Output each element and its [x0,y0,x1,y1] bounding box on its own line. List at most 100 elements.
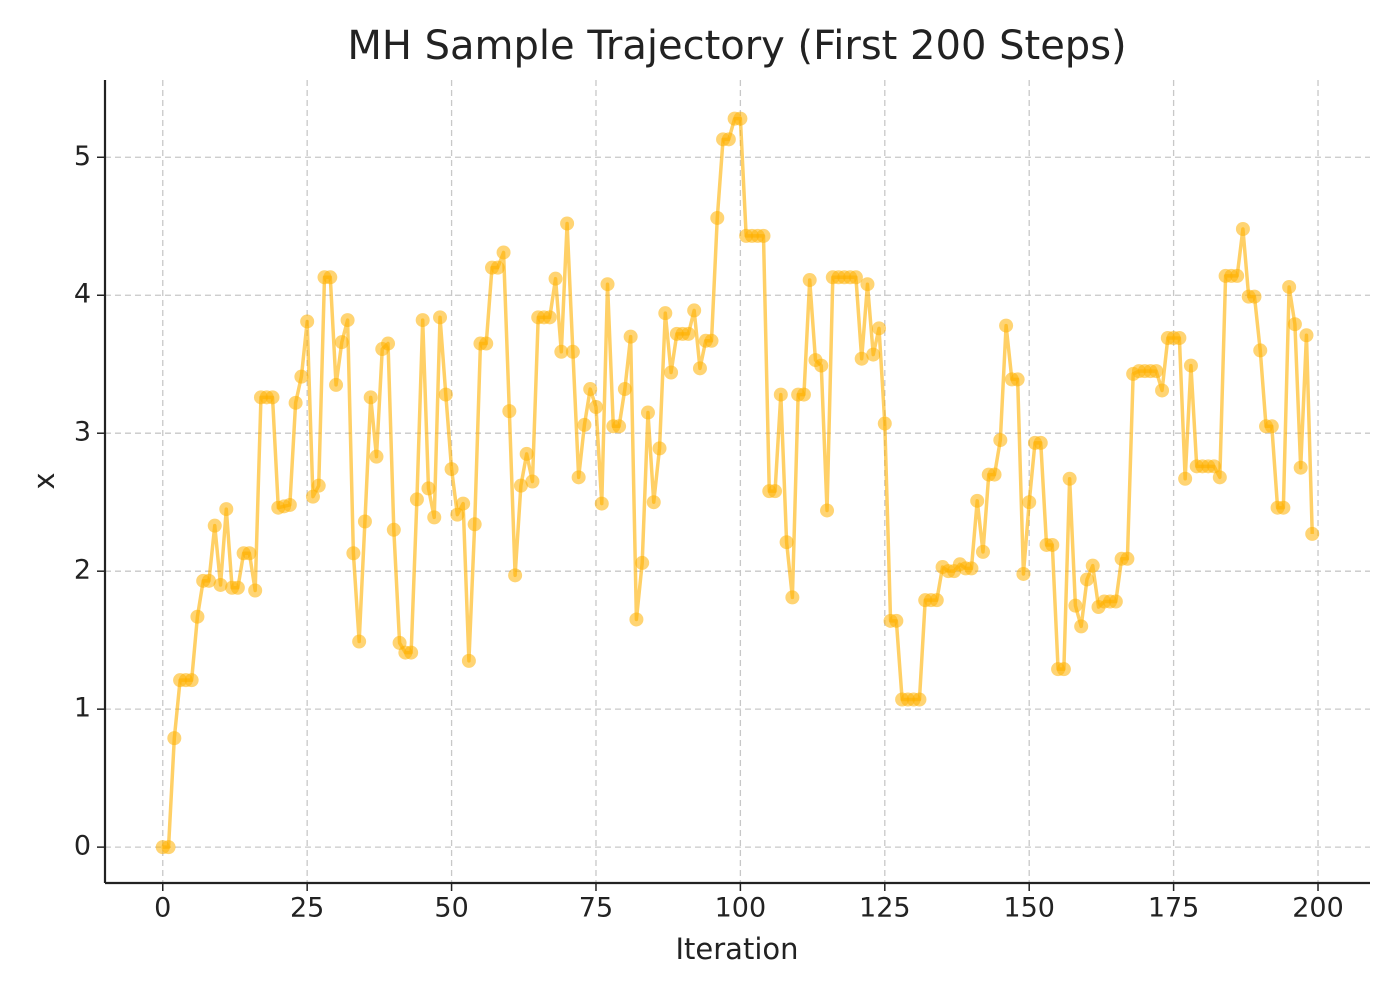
data-point [334,335,349,350]
data-point [294,369,309,384]
data-point [970,493,985,508]
data-point [461,653,476,668]
data-point [814,358,829,373]
y-tick-label: 3 [74,417,91,448]
data-point [340,313,355,328]
data-point [386,522,401,537]
data-point [490,260,505,275]
data-point [1033,435,1048,450]
data-point [658,306,673,321]
data-point [796,387,811,402]
data-point [629,612,644,627]
data-point [513,478,528,493]
data-point [1010,372,1025,387]
data-point [1022,495,1037,510]
data-point [1276,500,1291,515]
data-point [421,481,436,496]
data-point [1230,268,1245,283]
y-tick-label: 0 [74,831,91,862]
x-tick-label: 200 [1292,893,1344,924]
data-point [1172,331,1187,346]
data-point [161,840,176,855]
data-point [502,404,517,419]
data-point [704,333,719,348]
data-point [987,467,1002,482]
data-point [427,510,442,525]
data-point [282,497,297,512]
x-tick-label: 75 [579,893,613,924]
data-point [560,216,575,231]
data-point [1264,419,1279,434]
data-point [207,518,222,533]
data-point [889,613,904,628]
data-point [583,382,598,397]
chart-title: MH Sample Trajectory (First 200 Steps) [347,23,1126,69]
data-point [1305,526,1320,541]
data-point [929,593,944,608]
data-point [248,583,263,598]
data-point [1079,572,1094,587]
x-axis-label: Iteration [675,932,798,966]
data-point [877,416,892,431]
data-point [1045,537,1060,552]
data-point [1287,317,1302,332]
data-point [323,270,338,285]
data-point [1212,470,1227,485]
x-tick-label: 100 [715,893,767,924]
data-point [692,361,707,376]
data-point [1282,279,1297,294]
data-point [681,326,696,341]
data-point [346,546,361,561]
data-point [565,344,580,359]
data-point [329,377,344,392]
data-point [542,310,557,325]
data-point [300,314,315,329]
data-point [438,387,453,402]
data-point [450,507,465,522]
data-point [640,405,655,420]
data-point [548,271,563,286]
data-point [975,544,990,559]
data-point [588,399,603,414]
data-point [381,336,396,351]
data-point [594,496,609,511]
data-point [773,387,788,402]
data-point [1178,471,1193,486]
data-point [1085,558,1100,573]
data-point [993,433,1008,448]
data-point [230,580,245,595]
data-point [756,228,771,243]
data-point [866,347,881,362]
data-point [467,517,482,532]
data-point [1120,551,1135,566]
data-point [363,390,378,405]
data-point [456,496,471,511]
data-point [1149,364,1164,379]
data-point [687,303,702,318]
data-point [409,492,424,507]
data-point [508,568,523,583]
data-point [1183,358,1198,373]
y-tick-label: 2 [74,555,91,586]
data-point [721,132,736,147]
data-point [710,210,725,225]
data-point [733,111,748,126]
data-point [1056,662,1071,677]
x-tick-label: 150 [1003,893,1055,924]
data-point [190,609,205,624]
data-point [617,382,632,397]
data-point [1299,328,1314,343]
data-point [912,692,927,707]
data-point [1247,289,1262,304]
data-point [768,484,783,499]
data-point [612,419,627,434]
data-point [872,321,887,336]
data-point [964,561,979,576]
data-point [444,462,459,477]
data-point [1293,460,1308,475]
data-point [167,731,182,746]
data-point [646,495,661,510]
data-point [785,590,800,605]
x-tick-label: 50 [434,893,468,924]
